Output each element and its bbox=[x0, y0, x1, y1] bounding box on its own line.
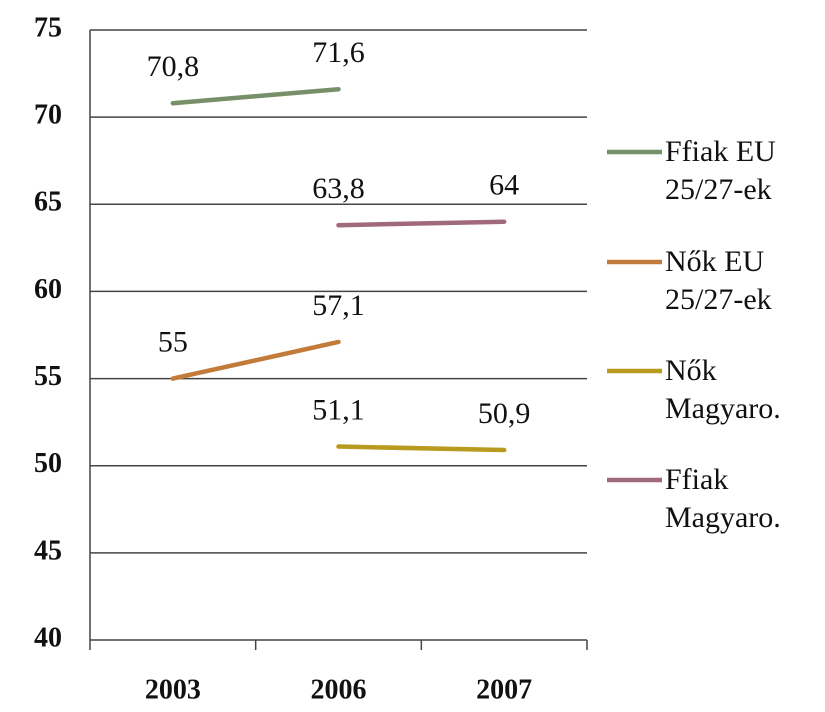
y-tick-label: 45 bbox=[34, 535, 62, 566]
y-tick-label: 75 bbox=[34, 12, 62, 43]
series-line bbox=[336, 219, 507, 228]
data-label: 51,1 bbox=[312, 393, 365, 426]
legend-label: Nők EU 25/27-ek bbox=[665, 245, 772, 316]
data-label: 50,9 bbox=[478, 397, 531, 430]
data-label: 64 bbox=[489, 169, 519, 202]
y-tick-label: 55 bbox=[34, 361, 62, 392]
legend-label: Ffiak Magyaro. bbox=[665, 463, 781, 534]
y-tick-label: 70 bbox=[34, 100, 62, 131]
x-tick-label: 2007 bbox=[476, 674, 532, 705]
series-line bbox=[170, 87, 341, 106]
data-label: 55 bbox=[158, 325, 188, 358]
data-label: 70,8 bbox=[147, 50, 200, 83]
y-tick-label: 50 bbox=[34, 448, 62, 479]
data-label: 57,1 bbox=[312, 289, 365, 322]
data-label: 63,8 bbox=[312, 172, 365, 205]
legend-label: Ffiak EU 25/27-ek bbox=[665, 135, 776, 206]
series-line bbox=[170, 339, 341, 381]
legend-label: Nők Magyaro. bbox=[665, 354, 781, 425]
y-tick-label: 65 bbox=[34, 187, 62, 218]
y-tick-label: 60 bbox=[34, 274, 62, 305]
y-tick-label: 40 bbox=[34, 622, 62, 653]
series-line bbox=[336, 444, 507, 453]
x-tick-label: 2006 bbox=[311, 674, 367, 705]
data-label: 71,6 bbox=[312, 36, 365, 69]
x-tick-label: 2003 bbox=[145, 674, 201, 705]
